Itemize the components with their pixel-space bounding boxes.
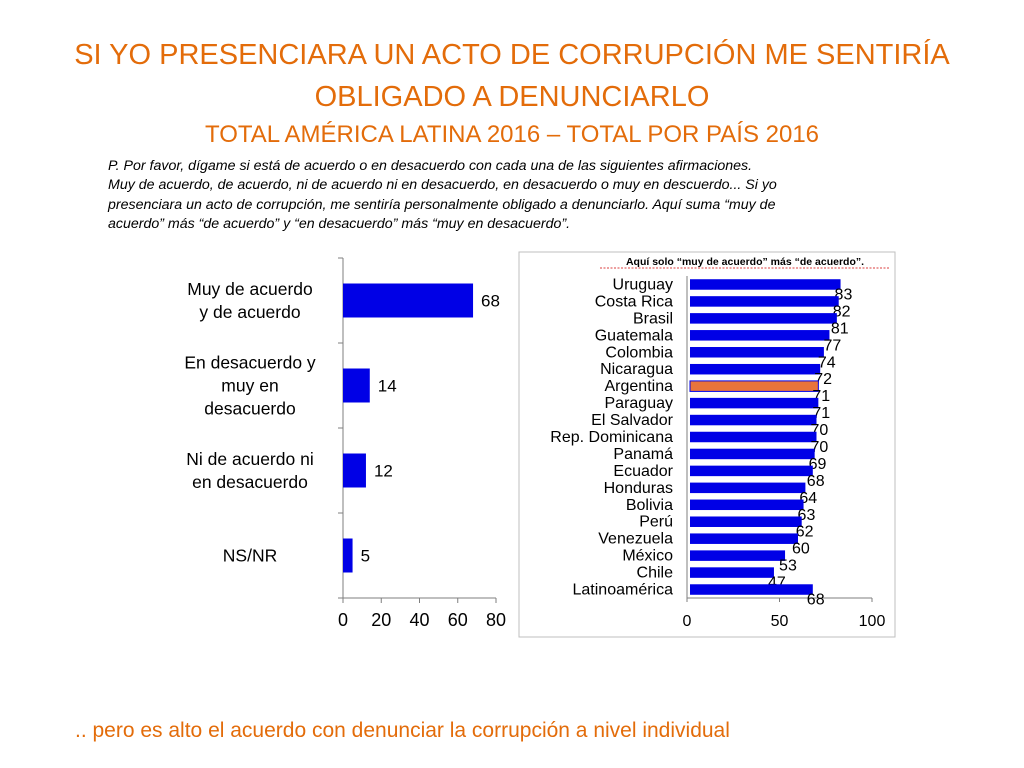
bar <box>343 453 366 488</box>
bar <box>690 279 841 290</box>
bar <box>690 499 804 511</box>
category-label: Argentina <box>605 378 674 395</box>
category-label: Chile <box>637 565 674 582</box>
category-label: Paraguay <box>605 395 674 412</box>
bar <box>343 368 370 403</box>
category-label: Ecuador <box>613 463 673 480</box>
x-tick-label: 0 <box>683 613 692 630</box>
x-tick-label: 50 <box>771 613 789 630</box>
bar <box>690 584 813 595</box>
data-label: 69 <box>809 456 827 473</box>
data-label: 5 <box>361 547 370 566</box>
category-label: muy en <box>221 376 278 396</box>
category-label: desacuerdo <box>204 399 295 419</box>
data-label: 68 <box>807 592 825 609</box>
category-label: Panamá <box>613 446 673 463</box>
bar <box>690 567 774 578</box>
data-label: 82 <box>833 303 851 320</box>
chart-frame <box>518 251 896 638</box>
data-label: 68 <box>807 473 825 490</box>
bar <box>690 296 839 307</box>
data-label: 60 <box>792 541 810 558</box>
data-label: 70 <box>811 439 829 456</box>
category-label: México <box>622 548 673 565</box>
category-label: Perú <box>639 514 673 531</box>
bar <box>690 313 837 324</box>
bar <box>690 330 830 341</box>
data-label: 83 <box>835 286 853 303</box>
bar <box>690 363 821 375</box>
category-label: En desacuerdo y <box>184 353 316 373</box>
footer-note: .. pero es alto el acuerdo con denunciar… <box>75 719 730 742</box>
data-label: 81 <box>831 320 849 337</box>
category-label: NS/NR <box>223 546 277 566</box>
x-tick-label: 100 <box>859 613 886 630</box>
bar <box>690 465 813 477</box>
chart-title: Aquí solo “muy de acuerdo” más “de acuer… <box>626 256 864 268</box>
data-label: 14 <box>378 377 397 396</box>
x-tick-label: 20 <box>371 610 391 630</box>
question-line-2: Muy de acuerdo, de acuerdo, ni de acuerd… <box>108 177 777 194</box>
data-label: 77 <box>823 337 841 354</box>
data-label: 53 <box>779 558 797 575</box>
category-label: Costa Rica <box>595 293 673 310</box>
data-label: 62 <box>796 524 814 541</box>
x-tick-label: 80 <box>486 610 506 630</box>
category-label: Guatemala <box>595 327 673 344</box>
bar <box>690 431 817 443</box>
bar <box>690 414 817 426</box>
category-label: Brasil <box>633 310 673 327</box>
question-line-1: P. Por favor, dígame si está de acuerdo … <box>108 158 753 174</box>
bar <box>689 380 819 392</box>
category-label: Ni de acuerdo ni <box>186 449 313 469</box>
question-text: P. Por favor, dígame si está de acuerdo … <box>108 157 928 235</box>
x-tick-label: 0 <box>338 610 348 630</box>
x-tick-label: 60 <box>448 610 468 630</box>
category-label: Bolivia <box>626 497 673 514</box>
bar <box>690 347 824 358</box>
title-line-1: SI YO PRESENCIARA UN ACTO DE CORRUPCIÓN … <box>74 39 950 71</box>
bar <box>690 533 798 544</box>
data-label: 12 <box>374 462 393 481</box>
category-label: Rep. Dominicana <box>550 429 673 446</box>
bar <box>343 538 353 573</box>
x-tick-label: 40 <box>409 610 429 630</box>
category-label: El Salvador <box>591 412 673 429</box>
bar <box>690 516 802 527</box>
data-label: 64 <box>799 490 817 507</box>
category-label: Venezuela <box>598 531 673 548</box>
category-label: en desacuerdo <box>192 472 308 492</box>
category-label: Colombia <box>605 344 673 361</box>
data-label: 71 <box>812 405 830 422</box>
question-line-3: presenciara un acto de corrupción, me se… <box>108 196 776 213</box>
category-label: Nicaragua <box>600 361 673 378</box>
bar <box>690 397 819 409</box>
data-label: 74 <box>818 354 836 371</box>
bar <box>343 283 474 318</box>
bar <box>690 550 786 561</box>
data-label: 63 <box>798 507 816 524</box>
category-label: Uruguay <box>613 276 673 293</box>
subtitle: TOTAL AMÉRICA LATINA 2016 – TOTAL POR PA… <box>204 121 820 148</box>
data-label: 68 <box>481 292 500 311</box>
bar <box>690 448 815 460</box>
question-line-4: acuerdo” más “de acuerdo” y “en desacuer… <box>108 216 571 233</box>
category-label: Honduras <box>604 480 673 497</box>
category-label: Latinoamérica <box>573 582 674 599</box>
category-label: y de acuerdo <box>199 302 300 322</box>
bar <box>690 482 806 494</box>
title-line-2: OBLIGADO A DENUNCIARLO <box>314 81 710 113</box>
category-label: Muy de acuerdo <box>187 279 313 299</box>
